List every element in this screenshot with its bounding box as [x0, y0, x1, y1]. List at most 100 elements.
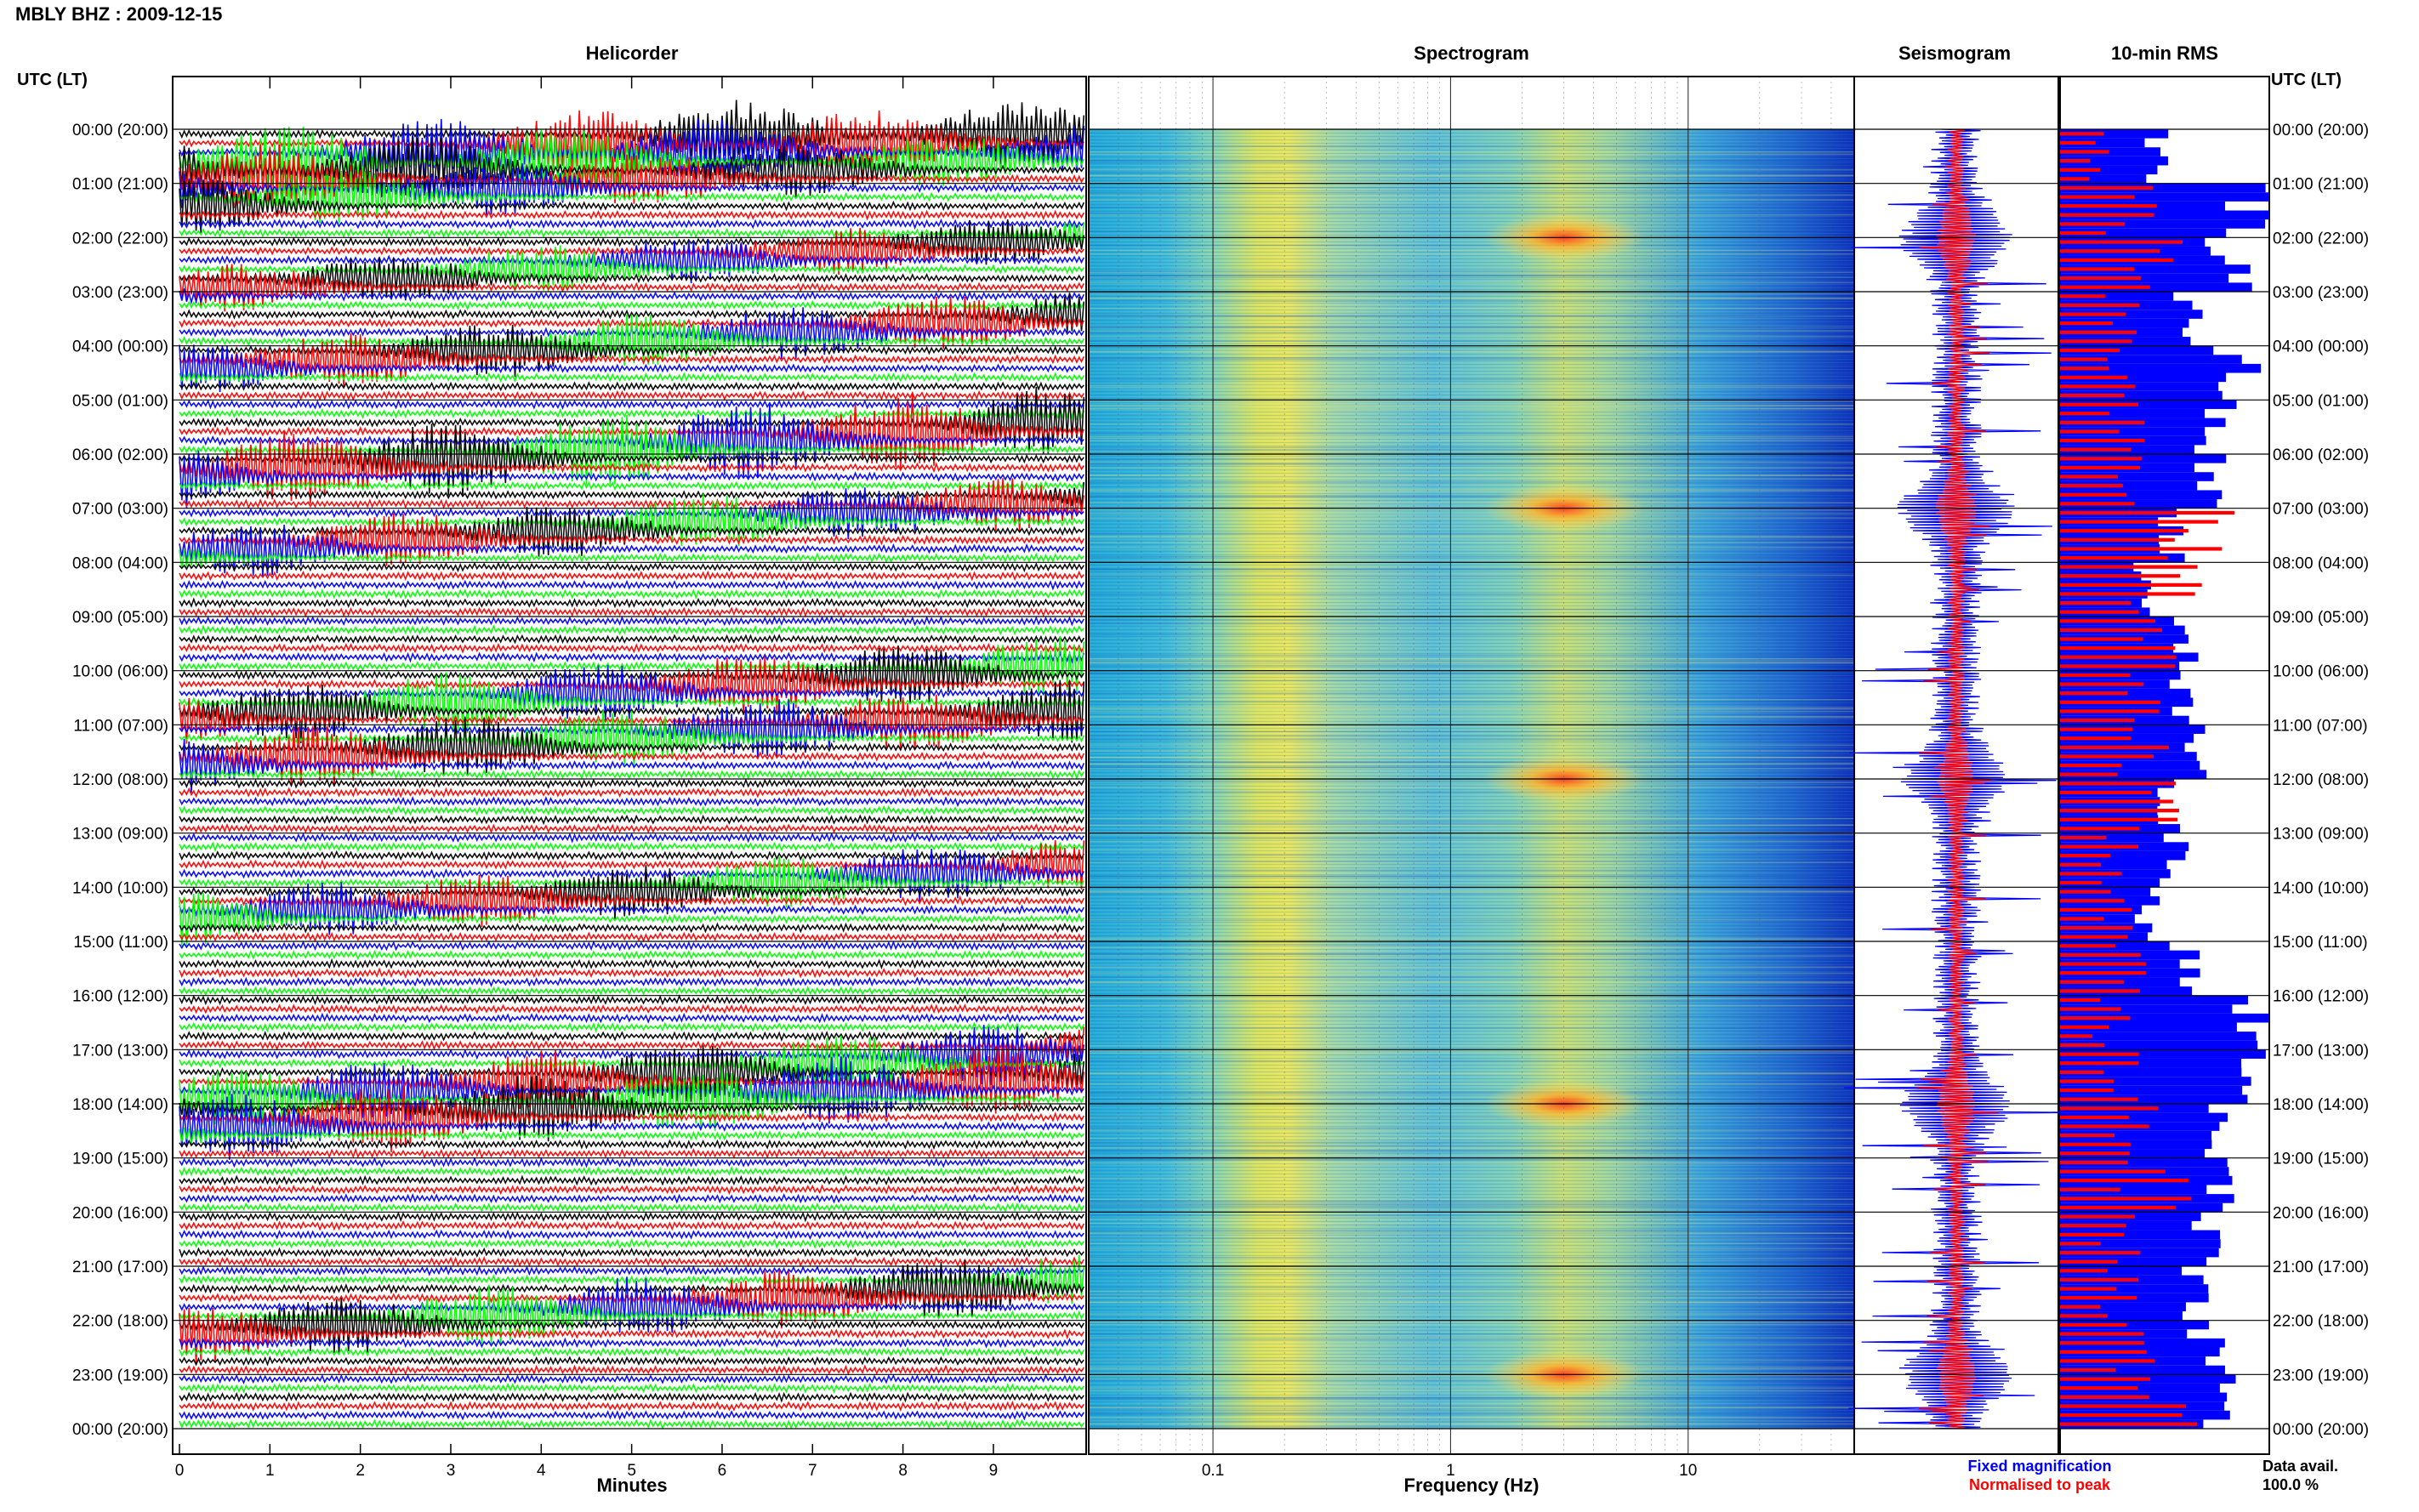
time-label-right: 12:00 (08:00) — [2273, 771, 2369, 789]
rms-fixed-bar — [2060, 427, 2206, 436]
time-label-right: 09:00 (05:00) — [2273, 609, 2369, 627]
helicorder-trace — [179, 1229, 1084, 1241]
rms-fixed-bar — [2060, 878, 2160, 888]
spectrogram-row-streak — [1089, 351, 1854, 353]
rms-normalised-bar — [2060, 944, 2115, 948]
spectrogram-row-streak — [1089, 1420, 1854, 1423]
time-label-left: 18:00 (14:00) — [72, 1096, 168, 1114]
spectrogram-row-streak — [1089, 672, 1854, 674]
helicorder-plot — [172, 76, 1087, 1455]
spectrogram-row-streak — [1089, 307, 1854, 310]
time-label-left: 00:00 (20:00) — [72, 1421, 168, 1439]
spectrogram-row-streak — [1089, 475, 1854, 476]
spectrogram-row-streak — [1089, 1426, 1854, 1428]
helicorder-trace — [179, 642, 1085, 654]
helicorder-trace — [179, 616, 1084, 627]
time-label-right: 20:00 (16:00) — [2273, 1204, 2369, 1222]
helicorder-trace — [179, 1284, 1085, 1344]
helicorder-trace — [179, 874, 1085, 927]
rms-fixed-bar — [2060, 480, 2198, 491]
spectrogram-row-streak — [1089, 513, 1854, 515]
spectrogram-row-streak — [1089, 1146, 1854, 1149]
helicorder-trace — [179, 1045, 1085, 1102]
spectrogram-row-streak — [1089, 840, 1854, 843]
rms-normalised-bar — [2060, 952, 2141, 958]
helicorder-trace — [179, 1025, 1085, 1085]
rms-normalised-bar — [2060, 1367, 2116, 1373]
time-label-right: 01:00 (21:00) — [2273, 176, 2369, 194]
rms-normalised-bar — [2060, 1061, 2139, 1066]
spectrogram-row-streak — [1089, 1151, 1854, 1153]
helicorder-trace — [179, 588, 1084, 600]
rms-fixed-bar — [2060, 1077, 2251, 1086]
rms-fixed-bar — [2060, 1320, 2209, 1330]
rms-fixed-bar — [2060, 1058, 2241, 1068]
spectrogram-row-streak — [1089, 1398, 1854, 1401]
time-label-right: 19:00 (15:00) — [2273, 1151, 2369, 1168]
helicorder-trace — [179, 1030, 1084, 1042]
spectrogram-row-streak — [1089, 937, 1854, 940]
spectrogram-row-streak — [1089, 1417, 1854, 1418]
spectrogram-row-streak — [1089, 384, 1854, 387]
spectrogram-row-streak — [1089, 679, 1854, 682]
helicorder-trace — [179, 1157, 1084, 1168]
spectrogram-row-streak — [1089, 744, 1854, 746]
time-label-right: 17:00 (13:00) — [2273, 1042, 2369, 1060]
legend-fixed-magnification: Fixed magnification — [1967, 1458, 2111, 1475]
spectrogram-row-streak — [1089, 1257, 1854, 1259]
spectrogram-row-streak — [1089, 1000, 1854, 1003]
rms-normalised-bar — [2060, 177, 2090, 181]
rms-fixed-bar — [2060, 382, 2219, 391]
rms-normalised-bar — [2060, 303, 2140, 308]
time-label-right: 23:00 (19:00) — [2273, 1367, 2369, 1384]
spectrogram-row-streak — [1089, 762, 1854, 765]
helicorder-trace — [179, 487, 1084, 540]
helicorder-trace — [179, 672, 1085, 733]
legend-normalised-to-peak: Normalised to peak — [1969, 1476, 2111, 1493]
rms-normalised-bar — [2060, 998, 2101, 1003]
helicorder-trace — [179, 450, 1084, 509]
spectrogram-row-streak — [1089, 1145, 1854, 1147]
helicorder-trace — [179, 1410, 1084, 1421]
rms-normalised-bar — [2060, 1106, 2159, 1111]
spectrogram-row-streak — [1089, 701, 1854, 703]
rms-normalised-bar — [2060, 754, 2154, 759]
rms-fixed-bar — [2060, 318, 2189, 328]
spectrogram-row-streak — [1089, 244, 1854, 247]
rms-normalised-bar — [2060, 854, 2110, 858]
rms-normalised-bar — [2060, 258, 2173, 262]
rms-fixed-bar — [2060, 1365, 2225, 1375]
time-label-right: 04:00 (00:00) — [2273, 338, 2369, 356]
rms-normalised-bar — [2060, 1322, 2127, 1327]
spectrogram-row-streak — [1089, 1141, 1854, 1144]
spectrogram-row-streak — [1089, 569, 1854, 571]
spectrogram-row-streak — [1089, 786, 1854, 788]
spectrogram-row-streak — [1089, 175, 1854, 177]
helicorder-trace — [179, 597, 1085, 609]
rms-normalised-bar — [2060, 230, 2106, 236]
spectrogram-row-streak — [1089, 274, 1854, 276]
rms-fixed-bar — [2060, 725, 2206, 734]
helicorder-x-tick-label: 8 — [898, 1462, 908, 1480]
rms-fixed-bar — [2060, 400, 2237, 409]
rms-normalised-bar — [2060, 817, 2178, 821]
spectrogram-row-streak — [1089, 423, 1854, 425]
helicorder-trace — [179, 1391, 1084, 1403]
helicorder-trace — [179, 1067, 1085, 1131]
rms-normalised-bar — [2060, 646, 2176, 651]
rms-normalised-bar — [2060, 276, 2141, 281]
helicorder-trace — [179, 288, 1085, 305]
rms-fixed-bar — [2060, 1130, 2212, 1140]
spectrogram-row-streak — [1089, 401, 1854, 402]
spectrogram-row-streak — [1089, 297, 1854, 299]
time-label-right: 00:00 (20:00) — [2273, 122, 2369, 139]
spectrogram-row-streak — [1089, 893, 1854, 895]
spectrogram-row-streak — [1089, 537, 1854, 538]
spectrogram-row-streak — [1089, 1413, 1854, 1414]
helicorder-trace — [179, 1184, 1085, 1196]
spectrogram-row-streak — [1089, 673, 1854, 675]
rms-normalised-bar — [2060, 502, 2135, 506]
rms-fixed-bar — [2060, 129, 2169, 139]
rms-fixed-bar — [2060, 1311, 2183, 1321]
spectrogram-row-streak — [1089, 1098, 1854, 1100]
